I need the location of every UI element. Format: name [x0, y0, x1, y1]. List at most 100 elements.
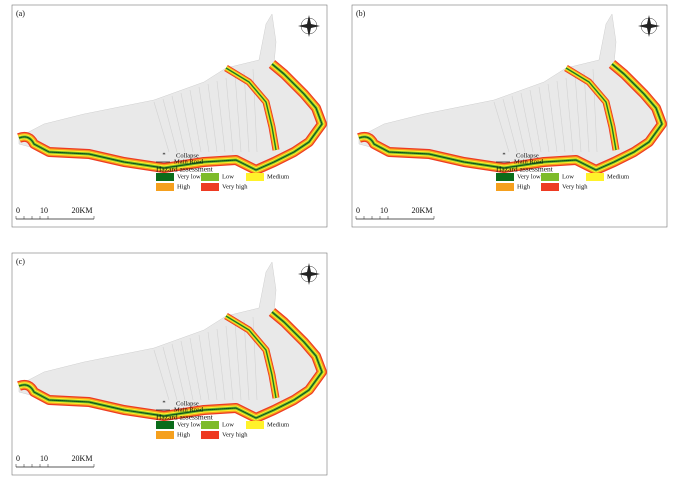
panel-label: (a)	[16, 9, 25, 18]
legend-swatch	[246, 421, 264, 429]
legend-label: Medium	[267, 173, 289, 180]
legend-road: Main Road	[174, 406, 204, 413]
legend-label: Medium	[607, 173, 629, 180]
ridge	[502, 98, 518, 153]
scale-label: 10	[40, 206, 48, 215]
ridge	[493, 101, 510, 153]
scale-label: 10	[40, 454, 48, 463]
compass-star	[298, 263, 320, 285]
legend-swatch	[496, 173, 514, 181]
legend-swatch	[496, 183, 514, 191]
ridge	[583, 71, 590, 153]
legend-swatch	[156, 183, 174, 191]
legend-collapse: Collapse	[516, 152, 539, 159]
legend-label: High	[517, 183, 531, 190]
ridge	[556, 80, 566, 153]
hazard-band	[225, 315, 277, 399]
legend-label: Very low	[517, 173, 541, 180]
scale-label: 20KM	[412, 206, 433, 215]
ridge	[216, 328, 226, 401]
ridge	[207, 83, 218, 153]
legend-label: Very high	[562, 183, 588, 190]
ridge	[529, 89, 542, 153]
ridge	[198, 334, 210, 401]
ridge	[225, 77, 234, 153]
ridge	[180, 92, 194, 153]
legend-road: Main Road	[174, 158, 204, 165]
main-road	[18, 311, 323, 419]
legend-label: Low	[222, 421, 234, 428]
legend-swatch	[246, 173, 264, 181]
compass-star	[638, 15, 660, 37]
legend-label: Very high	[222, 431, 248, 438]
main-road	[18, 63, 323, 171]
legend-swatch	[156, 431, 174, 439]
scale-label: 10	[380, 206, 388, 215]
collapse-symbol: *	[502, 151, 505, 158]
ridge	[207, 331, 218, 401]
ridge	[520, 92, 534, 153]
scale-label: 0	[16, 454, 20, 463]
scale-label: 0	[16, 206, 20, 215]
legend-title: Hazard assessment	[156, 413, 214, 422]
legend-label: Very low	[177, 173, 201, 180]
legend-swatch	[201, 183, 219, 191]
scale-label: 20KM	[72, 454, 93, 463]
legend-collapse: Collapse	[176, 152, 199, 159]
collapse-symbol: *	[162, 151, 165, 158]
ridge	[574, 74, 582, 153]
ridge	[225, 325, 234, 401]
ridge	[171, 95, 186, 153]
hazard-band	[565, 67, 617, 151]
legend-label: Very high	[222, 183, 248, 190]
legend-label: Very low	[177, 421, 201, 428]
legend-label: Low	[222, 173, 234, 180]
ridge	[162, 98, 178, 153]
legend-collapse: Collapse	[176, 400, 199, 407]
legend-label: High	[177, 183, 191, 190]
legend-label: Medium	[267, 421, 289, 428]
legend-road: Main Road	[514, 158, 544, 165]
ridge	[565, 77, 574, 153]
north-arrow	[638, 15, 660, 37]
legend-swatch	[201, 431, 219, 439]
north-arrow	[298, 15, 320, 37]
legend-title: Hazard assessment	[156, 165, 214, 174]
ridge	[162, 346, 178, 401]
collapse-symbol: *	[162, 399, 165, 406]
legend-swatch	[156, 421, 174, 429]
ridge	[189, 337, 202, 401]
scale-label: 20KM	[72, 206, 93, 215]
legend-swatch	[541, 173, 559, 181]
ridge	[153, 101, 170, 153]
ridge	[171, 343, 186, 401]
legend-swatch	[586, 173, 604, 181]
north-arrow	[298, 263, 320, 285]
panel-label: (b)	[356, 9, 366, 18]
legend-label: Low	[562, 173, 574, 180]
ridge	[538, 86, 550, 153]
ridge	[216, 80, 226, 153]
ridge	[198, 86, 210, 153]
legend-swatch	[156, 173, 174, 181]
ridge	[189, 89, 202, 153]
ridge	[547, 83, 558, 153]
ridge	[234, 74, 242, 153]
ridge	[243, 71, 250, 153]
ridge	[180, 340, 194, 401]
ridge	[153, 349, 170, 401]
legend-swatch	[201, 173, 219, 181]
ridge	[234, 322, 242, 401]
hazard-band	[225, 67, 277, 151]
legend-title: Hazard assessment	[496, 165, 554, 174]
legend-swatch	[541, 183, 559, 191]
ridge	[511, 95, 526, 153]
legend-label: High	[177, 431, 191, 438]
legend-swatch	[201, 421, 219, 429]
compass-star	[298, 15, 320, 37]
scale-label: 0	[356, 206, 360, 215]
main-road	[358, 63, 663, 171]
